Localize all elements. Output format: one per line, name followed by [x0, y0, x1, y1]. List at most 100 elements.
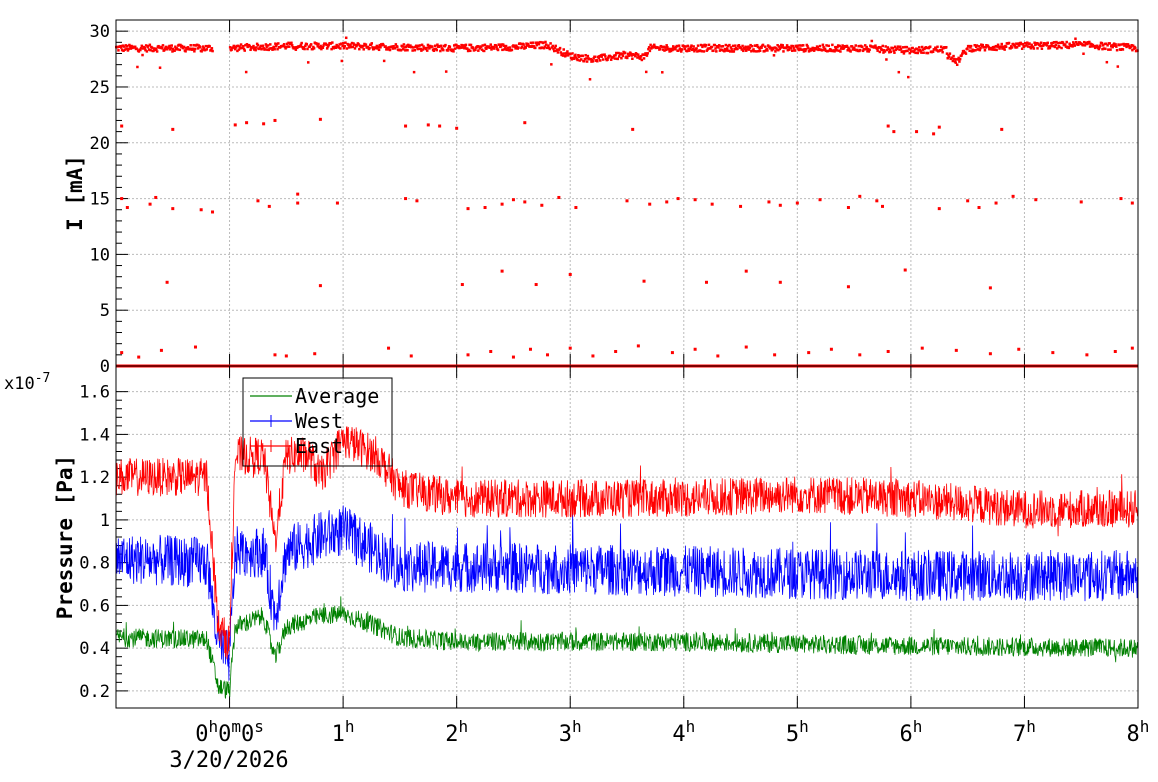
- current-point: [710, 202, 714, 206]
- current-point: [525, 42, 528, 45]
- current-point: [997, 45, 1001, 49]
- current-frame: [115, 19, 1139, 367]
- current-point: [642, 57, 646, 60]
- current-point: [528, 45, 532, 48]
- current-point: [539, 40, 542, 44]
- current-point: [1091, 45, 1094, 48]
- pressure-series-west: [115, 505, 1139, 681]
- current-point: [267, 204, 271, 208]
- current-point: [863, 48, 866, 51]
- current-point: [846, 285, 850, 289]
- current-point: [599, 54, 603, 57]
- current-point: [182, 45, 186, 49]
- current-point: [579, 54, 582, 58]
- current-point: [388, 48, 392, 52]
- current-point: [907, 75, 910, 79]
- current-point: [577, 53, 580, 57]
- current-point: [264, 43, 268, 46]
- current-point: [562, 48, 565, 51]
- current-point: [847, 47, 851, 51]
- current-point: [661, 48, 665, 51]
- current-point: [885, 58, 888, 61]
- current-point: [763, 49, 766, 53]
- current-point: [268, 47, 271, 50]
- current-point: [728, 43, 731, 47]
- current-point: [155, 47, 158, 51]
- current-point: [1015, 46, 1019, 49]
- current-point: [330, 47, 333, 51]
- current-point: [565, 51, 568, 55]
- current-point: [772, 47, 775, 51]
- current-point: [1010, 46, 1014, 49]
- current-point: [993, 45, 996, 49]
- current-point: [1077, 43, 1080, 46]
- current-point: [634, 54, 637, 58]
- current-point: [412, 70, 416, 74]
- current-point: [720, 48, 724, 52]
- current-point: [409, 44, 412, 47]
- current-point: [782, 50, 785, 53]
- x-tick-unit: h: [913, 717, 923, 736]
- current-point: [260, 47, 263, 51]
- current-point: [435, 48, 438, 52]
- current-point: [283, 45, 287, 49]
- current-point: [728, 50, 732, 53]
- current-point: [1050, 42, 1053, 45]
- current-point: [128, 43, 131, 47]
- current-point: [290, 44, 294, 47]
- current-panel: 0 5 10 15 20 25 30 I [mA]: [63, 19, 1139, 377]
- current-point: [325, 43, 328, 47]
- current-point: [438, 124, 442, 128]
- current-point: [501, 48, 504, 52]
- current-point: [865, 45, 868, 49]
- x-tick-unit: h: [1140, 717, 1150, 736]
- current-point: [1039, 41, 1043, 45]
- current-point: [858, 194, 862, 198]
- current-point: [1024, 41, 1028, 45]
- current-point: [498, 43, 501, 46]
- current-point: [580, 58, 583, 61]
- current-point: [450, 48, 453, 51]
- current-point: [390, 45, 394, 48]
- current-point: [806, 45, 809, 48]
- current-point: [189, 44, 192, 47]
- current-point: [596, 59, 599, 63]
- current-point: [753, 49, 756, 53]
- current-point: [744, 49, 748, 52]
- current-point: [201, 48, 204, 51]
- current-point: [366, 45, 370, 49]
- current-point: [501, 43, 505, 46]
- current-point: [1122, 42, 1125, 46]
- current-point: [863, 44, 867, 47]
- current-point: [701, 44, 705, 47]
- current-point: [341, 44, 344, 48]
- current-point: [420, 49, 423, 52]
- current-point: [1042, 44, 1045, 47]
- current-point: [804, 49, 807, 53]
- current-point: [276, 47, 279, 51]
- current-point: [1025, 44, 1028, 47]
- current-point: [647, 47, 650, 51]
- current-point: [422, 45, 425, 48]
- current-point: [680, 48, 684, 51]
- x-tick-unit: h: [572, 717, 582, 736]
- current-point: [1130, 201, 1134, 205]
- x-tick-unit: h: [345, 717, 355, 736]
- current-point: [317, 42, 320, 46]
- current-point: [193, 345, 197, 349]
- current-point: [559, 51, 563, 54]
- current-point: [689, 45, 693, 49]
- current-point: [646, 52, 649, 55]
- current-point: [1108, 42, 1112, 45]
- current-point: [966, 47, 969, 50]
- current-point: [875, 47, 879, 50]
- current-point: [920, 45, 924, 49]
- current-point: [144, 48, 147, 52]
- current-point: [911, 46, 914, 50]
- current-point: [717, 46, 720, 49]
- current-point: [1101, 47, 1104, 51]
- current-point: [615, 51, 618, 55]
- current-point: [973, 43, 976, 47]
- y-tick-label: 0.2: [79, 682, 110, 702]
